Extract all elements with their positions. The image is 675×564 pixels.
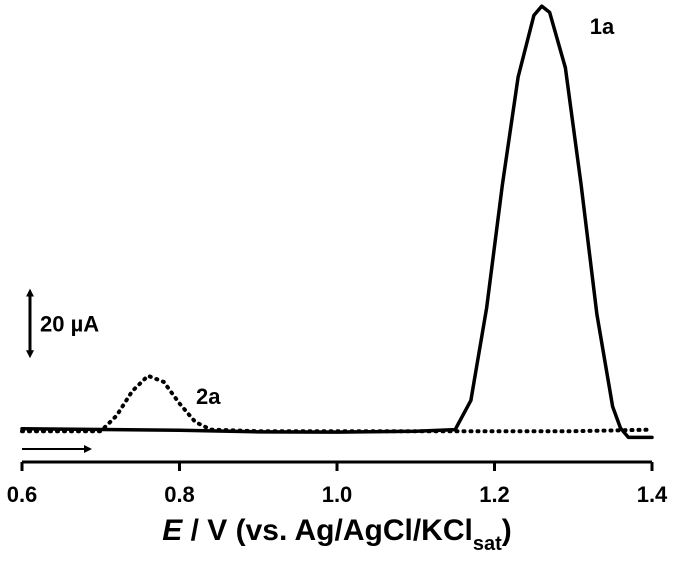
x-label-text: / V (vs. Ag/AgCl/KCl [182, 514, 473, 547]
x-tick-label: 0.8 [164, 482, 195, 507]
x-label-subscript: sat [473, 533, 502, 555]
scale-bar-label: 20 µA [40, 311, 99, 336]
data-line [20, 373, 654, 434]
x-axis-label: E / V (vs. Ag/AgCl/KClsat) [162, 514, 512, 555]
x-tick-label: 1.4 [637, 482, 668, 507]
x-tick-label: 1.2 [479, 482, 510, 507]
series-label: 1a [590, 14, 615, 39]
data-line [20, 4, 654, 440]
x-tick-label: 0.6 [7, 482, 38, 507]
x-label-close: ) [502, 514, 512, 547]
x-tick-label: 1.0 [322, 482, 353, 507]
series-label: 2a [196, 384, 221, 409]
x-label-symbol: E [162, 514, 183, 547]
